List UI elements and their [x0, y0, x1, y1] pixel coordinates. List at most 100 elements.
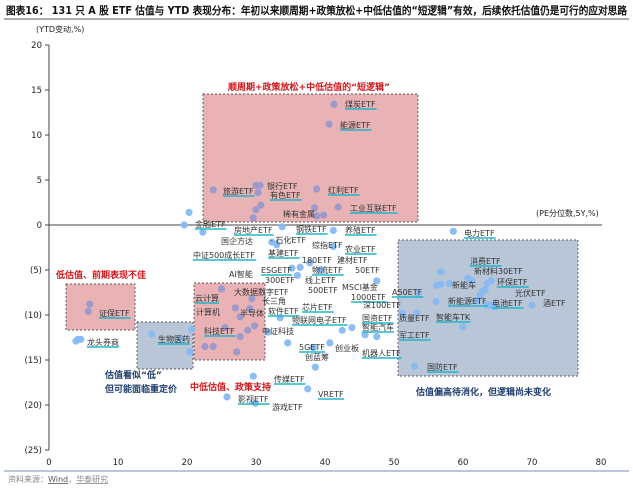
- point-label: 物流ETF: [312, 265, 343, 275]
- data-point: [481, 286, 489, 294]
- x-tick-label: 0: [46, 458, 51, 468]
- region-annotation: 中低估值、政策支持: [190, 381, 271, 393]
- y-tick-label: (20): [25, 401, 42, 411]
- point-label: 煤炭ETF: [345, 99, 376, 109]
- point-label: 影视ETF: [238, 394, 269, 404]
- region-annotation: 顺周期+政策放松+中低估值的“短逻辑”: [228, 81, 390, 93]
- data-point: [186, 348, 194, 356]
- data-point: [264, 328, 272, 336]
- point-label: 龙头券商: [87, 337, 119, 347]
- data-point: [199, 228, 207, 236]
- point-label: 300ETF: [265, 276, 295, 285]
- data-point: [313, 185, 321, 193]
- region-annotation: 但可能面临重定价: [104, 383, 178, 395]
- data-point: [185, 208, 193, 216]
- y-tick-label: 10: [31, 131, 42, 141]
- x-tick-label: 70: [527, 458, 538, 468]
- x-tick-label: 60: [458, 458, 469, 468]
- source-note: 资料来源：Wind，华泰研究: [8, 474, 108, 484]
- x-tick-label: 80: [596, 458, 607, 468]
- point-label: 证保ETF: [99, 308, 130, 318]
- point-label: 房地产ETF: [234, 225, 273, 235]
- y-axis-title: (YTD变动,%): [36, 24, 84, 34]
- point-label: 新能源ETF: [448, 296, 487, 306]
- data-point: [86, 300, 94, 308]
- data-point: [468, 277, 476, 285]
- data-point: [373, 333, 381, 341]
- point-label: 1000ETF: [351, 293, 386, 302]
- point-label: 软件ETF: [268, 306, 299, 316]
- region-box-red: [65, 283, 136, 331]
- point-label: AI智能: [229, 269, 253, 279]
- data-point: [284, 339, 292, 347]
- data-point: [449, 227, 457, 235]
- y-tick-label: (25): [25, 446, 42, 456]
- region-annotation: 估值偏高待消化，但逻辑尚未变化: [415, 386, 551, 398]
- data-point: [361, 331, 369, 339]
- point-label: 国企方达: [221, 236, 253, 246]
- data-point: [528, 301, 536, 309]
- data-point: [217, 285, 226, 293]
- point-label: 180ETF: [302, 256, 332, 265]
- data-point: [249, 214, 257, 222]
- data-point: [432, 297, 440, 306]
- data-point: [329, 226, 337, 234]
- x-tick-label: 50: [389, 458, 400, 468]
- data-point: [180, 221, 188, 229]
- data-point: [316, 266, 324, 274]
- point-label: 中证科技: [262, 326, 294, 336]
- point-label: A50ETF: [392, 288, 423, 297]
- y-tick-label: 20: [31, 41, 42, 51]
- point-label: 综指ETF: [312, 240, 343, 250]
- point-label: 长三角: [262, 296, 286, 306]
- data-point: [252, 206, 260, 214]
- data-point: [330, 100, 338, 108]
- region-box-blue: [136, 321, 194, 370]
- point-label: 稀有金属: [283, 209, 315, 219]
- figure-title: 图表16： 131 只 A 股 ETF 估值与 YTD 表现分布：年初以来顺周期…: [6, 4, 627, 17]
- point-label: 物联网电子ETF: [292, 315, 347, 325]
- data-point: [459, 323, 467, 331]
- data-point: [296, 263, 304, 271]
- point-label: 国资ETF: [362, 313, 393, 323]
- data-point: [487, 277, 495, 285]
- point-label: 半导体: [240, 308, 264, 318]
- point-label: 钢铁ETF: [296, 224, 327, 234]
- point-label: 基建ETF: [268, 248, 299, 258]
- point-label: 500ETF: [308, 286, 338, 295]
- data-point: [473, 297, 481, 305]
- y-tick-label: (15): [25, 356, 42, 366]
- point-label: 传媒ETF: [274, 374, 305, 384]
- data-point: [306, 259, 314, 267]
- point-label: 游戏ETF: [272, 402, 303, 412]
- point-label: 消费ETF: [470, 256, 501, 266]
- point-label: 大数据数字ETF: [234, 287, 289, 297]
- point-label: 银行ETF: [267, 181, 298, 191]
- data-point: [325, 120, 333, 128]
- data-point: [373, 277, 381, 285]
- data-point: [244, 326, 252, 334]
- region-box-red: [202, 93, 419, 223]
- data-point: [398, 309, 406, 317]
- data-point: [437, 268, 445, 276]
- data-point: [278, 223, 286, 231]
- data-point: [248, 295, 256, 303]
- point-label: 创业板: [335, 343, 359, 353]
- point-label: 国防ETF: [427, 362, 458, 372]
- data-point: [311, 204, 319, 212]
- data-point: [304, 385, 312, 393]
- data-point: [491, 303, 499, 311]
- data-point: [231, 304, 239, 312]
- point-label: 深100ETF: [363, 301, 401, 310]
- point-label: 酒ETF: [543, 299, 566, 308]
- point-label: 农业ETF: [345, 244, 376, 254]
- y-tick-label: (10): [25, 311, 42, 321]
- point-label: 环保ETF: [497, 277, 528, 287]
- point-label: 工业互联ETF: [350, 203, 397, 213]
- data-point: [320, 211, 328, 219]
- data-point: [288, 264, 296, 272]
- x-tick-label: 30: [251, 458, 262, 468]
- data-point: [334, 203, 342, 211]
- data-point: [257, 201, 265, 209]
